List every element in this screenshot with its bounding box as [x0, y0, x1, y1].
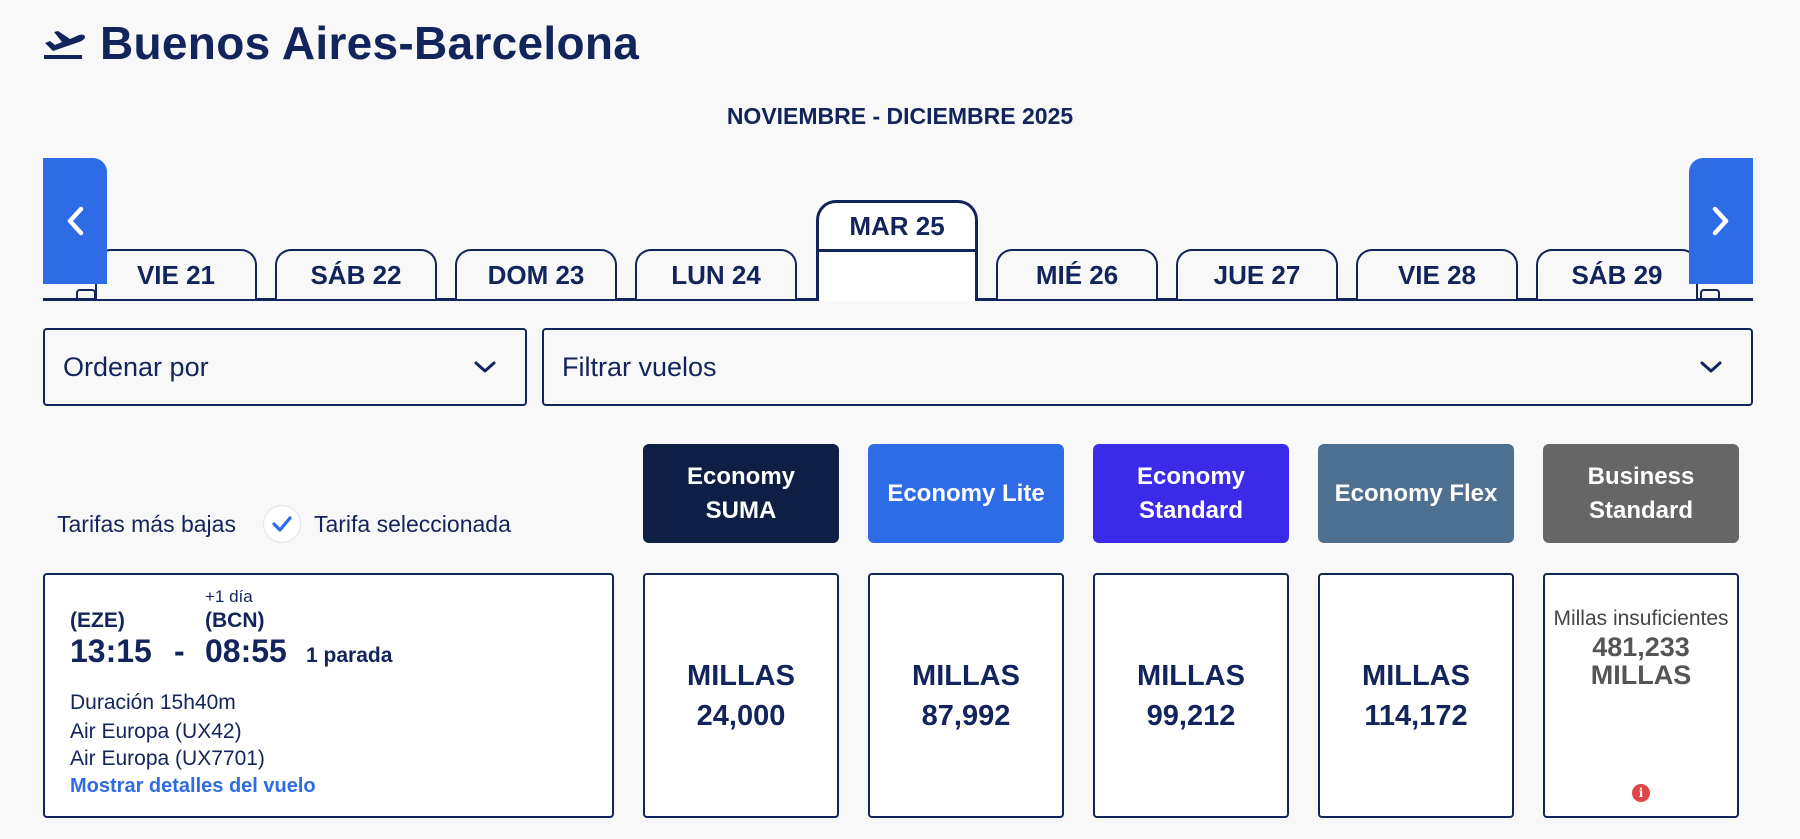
fare-header-economy-flex: Economy Flex: [1318, 444, 1514, 543]
next-day-indicator: +1 día: [205, 587, 253, 606]
filter-dropdown-label: Filtrar vuelos: [562, 351, 717, 382]
chevron-left-icon: [67, 206, 84, 236]
date-tab-stub: [1700, 289, 1720, 301]
date-tab-lun-24[interactable]: LUN 24: [635, 249, 797, 299]
fare-header-economy-suma: Economy SUMA: [643, 444, 839, 543]
legend-lowest-fares: Tarifas más bajas: [57, 510, 236, 537]
insufficient-miles-label: Millas insuficientes: [1553, 607, 1729, 630]
fare-header-economy-lite: Economy Lite: [868, 444, 1064, 543]
date-tab-mie-26[interactable]: MIÉ 26: [996, 249, 1158, 299]
price-option-economy-flex[interactable]: MILLAS 114,172: [1318, 573, 1514, 818]
date-selector: VIE 21 SÁB 22 DOM 23 LUN 24 MAR 25 MIÉ 2…: [43, 158, 1753, 301]
flight-duration: Duración 15h40m: [70, 691, 236, 714]
price-option-economy-standard[interactable]: MILLAS 99,212: [1093, 573, 1289, 818]
arrival-time: 08:55: [205, 633, 287, 669]
fare-header-business-standard: Business Standard: [1543, 444, 1739, 543]
price-amount: 24,000: [696, 699, 786, 732]
price-amount: 99,212: [1146, 699, 1236, 732]
fare-legend: Tarifas más bajas Tarifa seleccionada: [57, 506, 511, 542]
sort-dropdown[interactable]: Ordenar por: [43, 328, 527, 406]
date-tab-sab-22[interactable]: SÁB 22: [275, 249, 437, 299]
price-unit: MILLAS: [1137, 659, 1245, 692]
next-dates-button[interactable]: [1689, 158, 1753, 284]
legend-selected-fare: Tarifa seleccionada: [313, 510, 511, 537]
date-tab-jue-27[interactable]: JUE 27: [1176, 249, 1338, 299]
month-label: NOVIEMBRE - DICIEMBRE 2025: [726, 103, 1074, 129]
origin-code: (EZE): [70, 609, 125, 632]
flight-leg: Air Europa (UX7701): [70, 747, 265, 770]
filter-dropdown[interactable]: Filtrar vuelos: [542, 328, 1753, 406]
time-separator: -: [174, 633, 185, 669]
date-tab-mar-25-selected[interactable]: MAR 25: [816, 200, 978, 301]
sort-dropdown-label: Ordenar por: [63, 351, 209, 382]
date-tab-label: MAR 25: [819, 203, 975, 252]
info-icon[interactable]: i: [1632, 784, 1650, 802]
check-circle-icon: [263, 506, 300, 542]
previous-dates-button[interactable]: [43, 158, 107, 284]
price-amount: 481,233: [1592, 632, 1690, 662]
date-tab-stub: [76, 289, 96, 301]
price-unit: MILLAS: [1362, 659, 1470, 692]
chevron-down-icon: [1700, 361, 1722, 373]
flight-details-link[interactable]: Mostrar detalles del vuelo: [70, 775, 316, 797]
date-tab-vie-21[interactable]: VIE 21: [95, 249, 257, 299]
destination-code: (BCN): [205, 609, 265, 632]
plane-takeoff-icon: [44, 31, 85, 59]
fare-header-economy-standard: Economy Standard: [1093, 444, 1289, 543]
price-option-economy-suma[interactable]: MILLAS 24,000: [643, 573, 839, 818]
price-option-business-standard: Millas insuficientes 481,233 MILLAS i: [1543, 573, 1739, 818]
stops-count: 1 parada: [306, 644, 393, 667]
date-tab-vie-28[interactable]: VIE 28: [1356, 249, 1518, 299]
departure-time: 13:15: [70, 633, 152, 669]
flight-card: +1 día (EZE) (BCN) 13:15 - 08:55 1 parad…: [43, 573, 614, 818]
price-unit: MILLAS: [687, 659, 795, 692]
page-header: Buenos Aires-Barcelona: [42, 14, 639, 72]
date-tab-sab-29[interactable]: SÁB 29: [1536, 249, 1698, 299]
page-title: Buenos Aires-Barcelona: [100, 17, 640, 69]
chevron-down-icon: [474, 361, 496, 373]
date-tab-dom-23[interactable]: DOM 23: [455, 249, 617, 299]
price-amount: 87,992: [921, 699, 1011, 732]
price-unit: MILLAS: [912, 659, 1020, 692]
flight-leg: Air Europa (UX42): [70, 720, 242, 743]
chevron-right-icon: [1712, 206, 1729, 236]
price-amount: 114,172: [1364, 699, 1468, 732]
price-unit: MILLAS: [1590, 660, 1692, 690]
price-option-economy-lite[interactable]: MILLAS 87,992: [868, 573, 1064, 818]
